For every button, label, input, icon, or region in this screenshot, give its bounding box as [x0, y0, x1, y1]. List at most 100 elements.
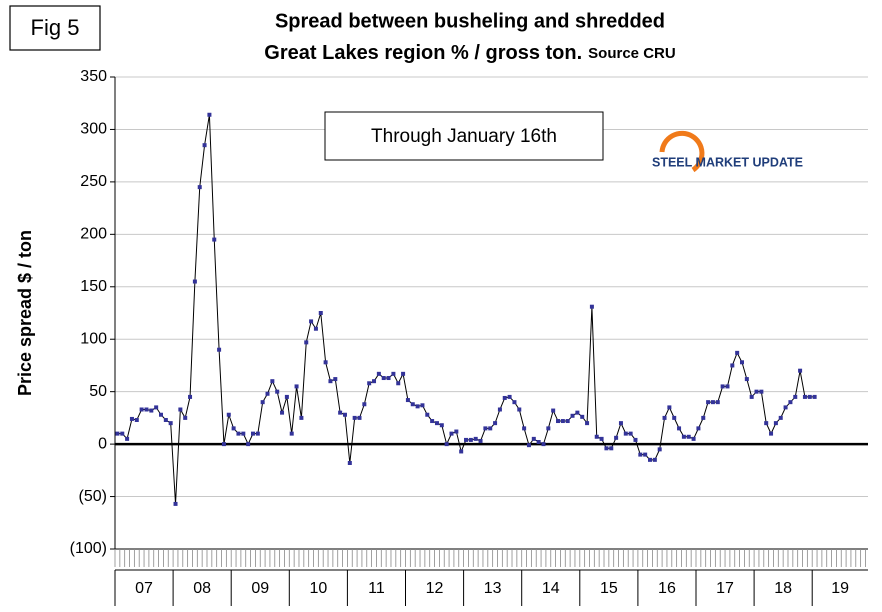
- data-point: [652, 457, 657, 462]
- data-point: [739, 360, 744, 365]
- data-point: [347, 460, 352, 465]
- data-point: [309, 319, 314, 324]
- data-point: [478, 438, 483, 443]
- data-point: [265, 391, 270, 396]
- chart-subtitle: Great Lakes region % / gross ton.: [264, 42, 582, 64]
- chart-subtitle-line: Great Lakes region % / gross ton. Source …: [264, 42, 675, 64]
- data-point: [556, 419, 561, 424]
- x-group-label: 08: [193, 580, 211, 597]
- data-point: [778, 415, 783, 420]
- data-point: [454, 429, 459, 434]
- data-point: [599, 436, 604, 441]
- data-point: [522, 426, 527, 431]
- annotation: Through January 16th: [371, 126, 557, 147]
- data-point: [381, 376, 386, 381]
- data-point: [793, 394, 798, 399]
- data-point: [594, 434, 599, 439]
- data-point: [488, 426, 493, 431]
- y-tick-label: 150: [80, 278, 107, 295]
- y-tick-label: 0: [98, 435, 107, 452]
- data-point: [270, 379, 275, 384]
- data-point: [323, 360, 328, 365]
- data-point: [802, 394, 807, 399]
- data-point: [168, 421, 173, 426]
- data-point: [115, 431, 120, 436]
- plot-area: (100) (50) 0 50 100 150 200 250 300 350 07 08 09 10 11…: [70, 68, 868, 606]
- data-point: [648, 457, 653, 462]
- data-point: [715, 400, 720, 405]
- data-point: [769, 431, 774, 436]
- data-point: [125, 436, 130, 441]
- data-point: [604, 446, 609, 451]
- y-tick-label: 300: [80, 121, 107, 138]
- data-point: [570, 413, 575, 418]
- data-point: [720, 384, 725, 389]
- data-point: [677, 426, 682, 431]
- data-point: [386, 376, 391, 381]
- data-point: [468, 437, 473, 442]
- data-point: [764, 421, 769, 426]
- data-point: [657, 447, 662, 452]
- data-point: [391, 371, 396, 376]
- data-point: [338, 410, 343, 415]
- data-point: [231, 426, 236, 431]
- data-point: [255, 431, 260, 436]
- x-group-label: 16: [658, 580, 676, 597]
- data-point: [444, 442, 449, 447]
- x-group-label: 12: [426, 580, 444, 597]
- data-point: [178, 407, 183, 412]
- data-point: [691, 436, 696, 441]
- y-axis-label: Price spread $ / ton: [15, 230, 35, 396]
- data-point: [585, 421, 590, 426]
- data-point: [158, 412, 163, 417]
- figure-label-box: [9, 5, 101, 51]
- data-point: [643, 452, 648, 457]
- data-point: [236, 431, 241, 436]
- data-point: [483, 426, 488, 431]
- data-point: [318, 311, 323, 315]
- data-point: [798, 368, 803, 373]
- data-point: [812, 394, 817, 399]
- data-point: [589, 304, 594, 309]
- data-point: [749, 394, 754, 399]
- data-point: [773, 421, 778, 426]
- data-point: [701, 415, 706, 420]
- data-point: [275, 389, 280, 394]
- data-point: [134, 417, 139, 422]
- data-point: [250, 431, 255, 436]
- data-point: [376, 371, 381, 376]
- data-point: [304, 340, 309, 345]
- data-point: [575, 410, 580, 415]
- data-point: [546, 426, 551, 431]
- data-point: [430, 419, 435, 424]
- data-point: [473, 436, 478, 441]
- data-point: [434, 421, 439, 426]
- data-point: [807, 394, 812, 399]
- data-point: [638, 452, 643, 457]
- data-point: [497, 407, 502, 412]
- data-point: [221, 442, 226, 447]
- data-point: [754, 389, 759, 394]
- data-point: [759, 389, 764, 394]
- x-group-label: 14: [542, 580, 560, 597]
- data-point: [163, 417, 168, 422]
- data-point: [149, 408, 154, 413]
- x-group-label: 13: [484, 580, 502, 597]
- data-point: [144, 407, 149, 412]
- data-point: [202, 143, 207, 148]
- data-point: [464, 437, 469, 442]
- figure-label: Fig 5: [31, 15, 80, 40]
- data-point: [120, 431, 125, 436]
- data-point: [357, 415, 362, 420]
- data-point: [294, 384, 299, 389]
- data-point: [681, 434, 686, 439]
- data-point: [531, 436, 536, 441]
- data-point: [449, 431, 454, 436]
- data-point: [217, 347, 222, 352]
- data-point: [459, 449, 464, 454]
- data-point: [517, 407, 522, 412]
- y-tick-label: 350: [80, 68, 107, 85]
- data-point: [401, 371, 406, 376]
- data-point: [706, 400, 711, 405]
